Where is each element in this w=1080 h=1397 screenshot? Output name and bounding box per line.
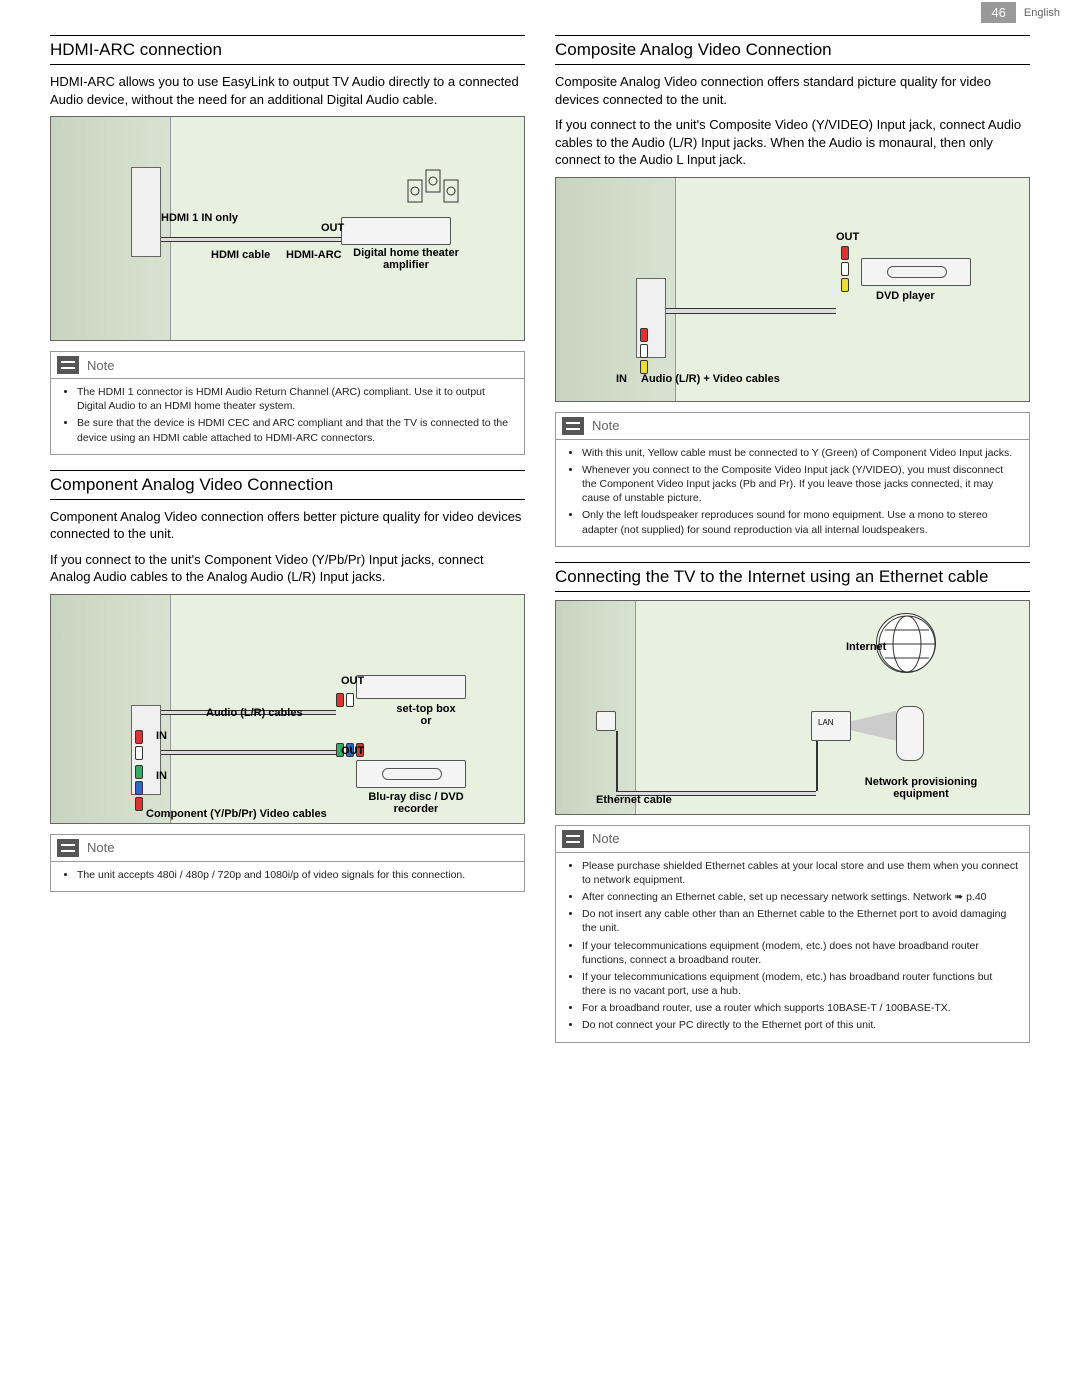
hdmi-arc-body: HDMI-ARC allows you to use EasyLink to o… [50,73,525,108]
composite-note: Note With this unit, Yellow cable must b… [555,412,1030,547]
note-icon [562,830,584,848]
note-label: Note [87,840,114,855]
note-item: Be sure that the device is HDMI CEC and … [77,416,514,444]
ethernet-diagram: Internet LAN Ethernet cable Network prov… [555,600,1030,815]
label-eth-cable: Ethernet cable [596,794,672,806]
label-bluray: Blu-ray disc / DVD recorder [356,791,476,815]
composite-body1: Composite Analog Video connection offers… [555,73,1030,108]
note-item: After connecting an Ethernet cable, set … [582,890,1019,904]
label-out2: OUT [341,745,364,757]
page-number: 46 [981,2,1015,23]
label-hdmi-arc: HDMI-ARC [286,249,342,261]
label-in1: IN [156,730,167,742]
component-body2: If you connect to the unit's Component V… [50,551,525,586]
note-label: Note [87,358,114,373]
component-diagram: OUT OUT IN IN Audio (L/R) cables set-top… [50,594,525,824]
label-in2: IN [156,770,167,782]
note-item: With this unit, Yellow cable must be con… [582,446,1019,460]
right-column: Composite Analog Video Connection Compos… [555,35,1030,1058]
label-hdmi1-in: HDMI 1 IN only [161,212,238,224]
note-item: The unit accepts 480i / 480p / 720p and … [77,868,514,882]
component-title: Component Analog Video Connection [50,470,525,500]
note-icon [562,417,584,435]
note-label: Note [592,831,619,846]
label-out: OUT [321,222,344,234]
page-language: English [1024,7,1060,19]
ethernet-title: Connecting the TV to the Internet using … [555,562,1030,592]
page-header: 46 English [0,0,1080,25]
label-hdmi-cable: HDMI cable [211,249,270,261]
note-item: Do not connect your PC directly to the E… [582,1018,1019,1032]
label-in: IN [616,373,627,385]
label-settop: set-top box or [381,703,471,727]
left-column: HDMI-ARC connection HDMI-ARC allows you … [50,35,525,1058]
note-icon [57,839,79,857]
composite-body2: If you connect to the unit's Composite V… [555,116,1030,169]
note-label: Note [592,418,619,433]
note-item: For a broadband router, use a router whi… [582,1001,1019,1015]
note-icon [57,356,79,374]
hdmi-arc-diagram: HDMI 1 IN only OUT HDMI cable HDMI-ARC D… [50,116,525,341]
note-item: The HDMI 1 connector is HDMI Audio Retur… [77,385,514,413]
note-item: Whenever you connect to the Composite Vi… [582,463,1019,506]
label-internet: Internet [846,641,886,653]
label-amp: Digital home theater amplifier [351,247,461,271]
component-body1: Component Analog Video connection offers… [50,508,525,543]
label-comp-cables: Component (Y/Pb/Pr) Video cables [146,808,327,820]
note-item: Only the left loudspeaker reproduces sou… [582,508,1019,536]
note-item: Do not insert any cable other than an Et… [582,907,1019,935]
two-column-layout: HDMI-ARC connection HDMI-ARC allows you … [0,25,1080,1078]
ethernet-note: Note Please purchase shielded Ethernet c… [555,825,1030,1043]
label-out1: OUT [341,675,364,687]
composite-diagram: OUT IN DVD player Audio (L/R) + Video ca… [555,177,1030,402]
note-item: If your telecommunications equipment (mo… [582,970,1019,998]
hdmi-arc-note: Note The HDMI 1 connector is HDMI Audio … [50,351,525,455]
label-net-equip: Network provisioning equipment [856,776,986,800]
note-item: If your telecommunications equipment (mo… [582,939,1019,967]
composite-title: Composite Analog Video Connection [555,35,1030,65]
hdmi-arc-title: HDMI-ARC connection [50,35,525,65]
component-note: Note The unit accepts 480i / 480p / 720p… [50,834,525,892]
label-cables: Audio (L/R) + Video cables [641,373,780,385]
speakers-icon [406,162,461,207]
label-audio-lr: Audio (L/R) cables [206,707,303,719]
note-item: Please purchase shielded Ethernet cables… [582,859,1019,887]
label-dvd: DVD player [876,290,935,302]
label-out: OUT [836,231,859,243]
label-lan: LAN [818,719,834,728]
